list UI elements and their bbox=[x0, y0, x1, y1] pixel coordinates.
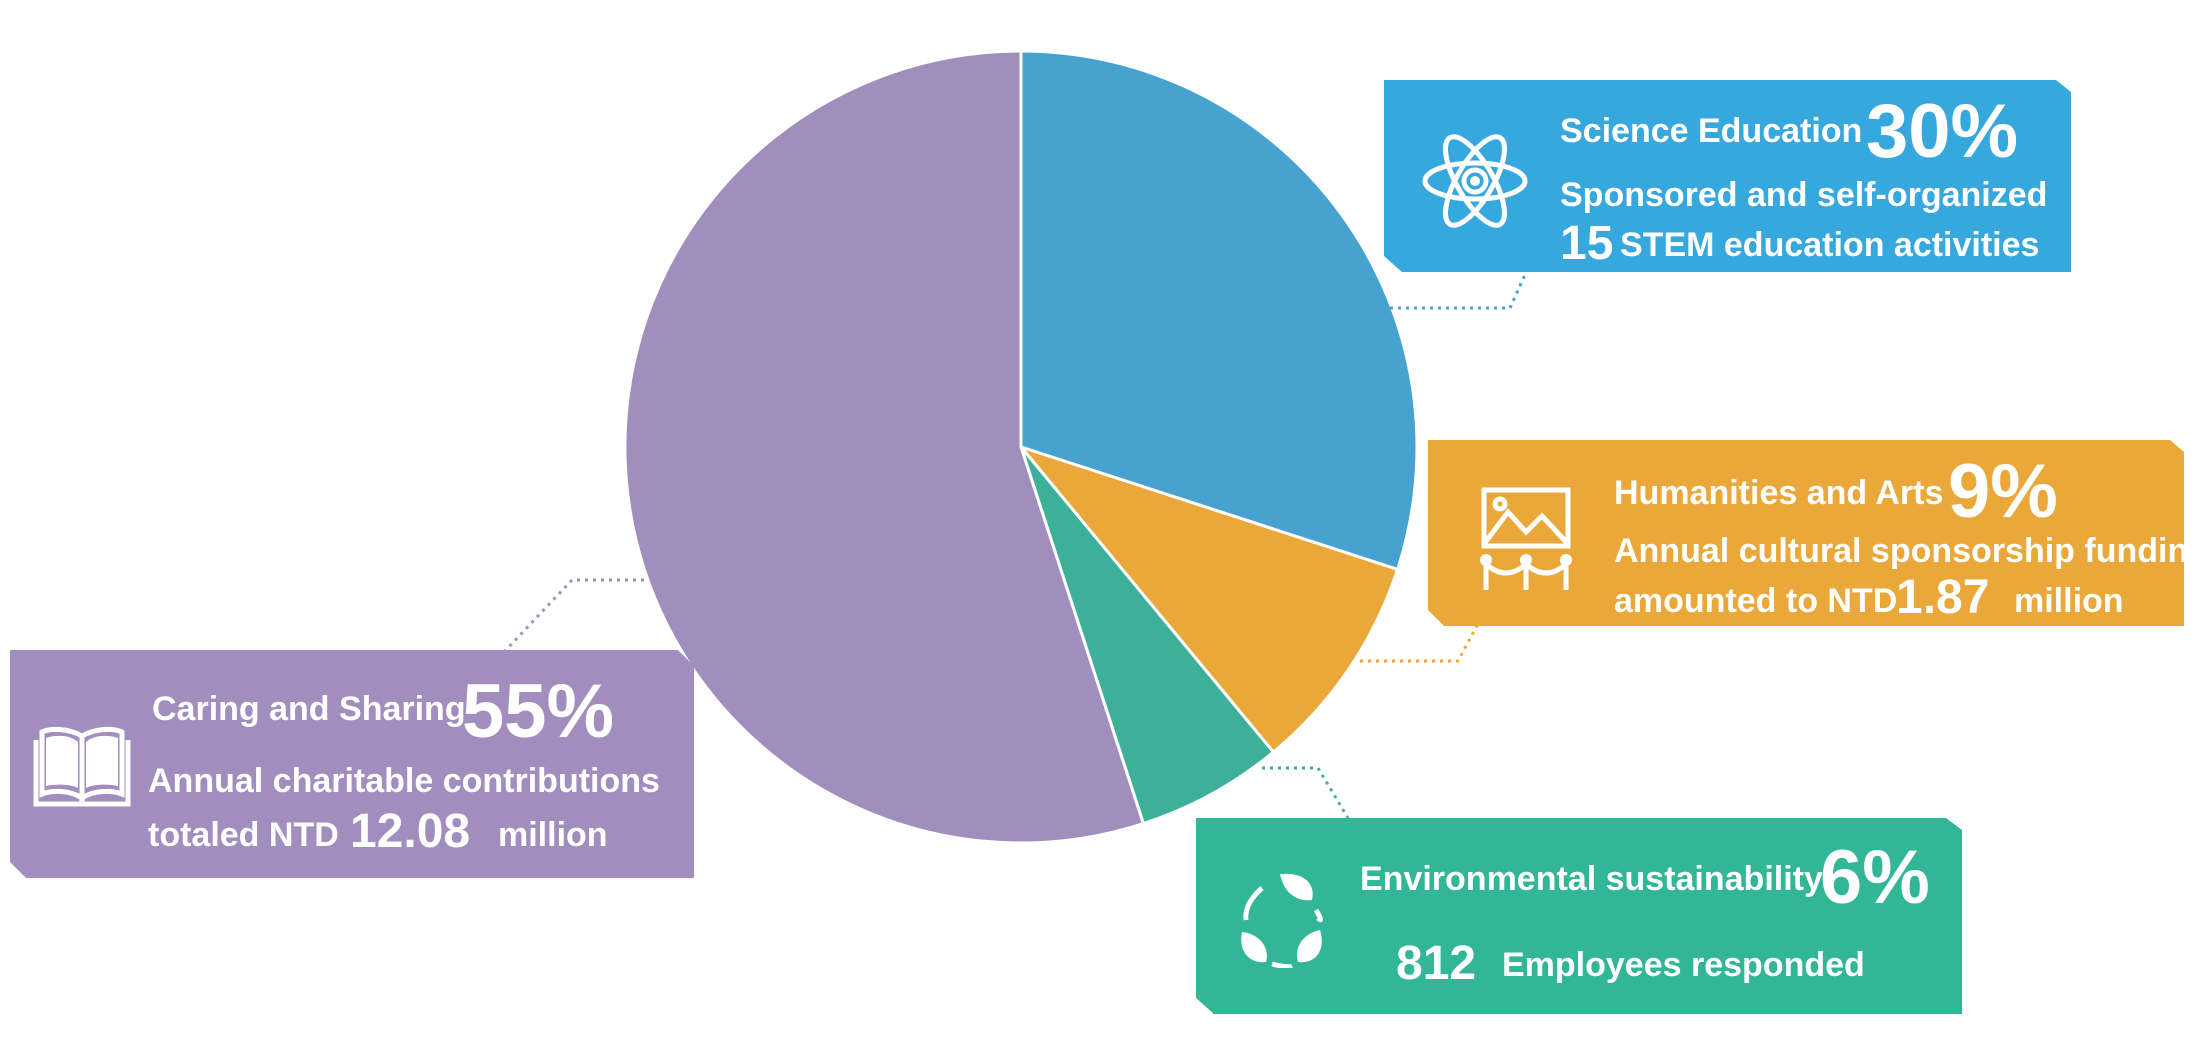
atom-icon bbox=[1422, 134, 1528, 228]
pie-slice-caring-and-sharing bbox=[623, 49, 1146, 845]
caring-percent: 55% bbox=[462, 669, 615, 754]
arts-line2-start: amounted to NTD bbox=[1614, 582, 1898, 620]
caring-card-bg bbox=[10, 650, 694, 878]
env-leader-line bbox=[1262, 766, 1350, 819]
arts-leader-line bbox=[1360, 619, 1482, 663]
science-line1: Sponsored and self-organized bbox=[1560, 176, 2048, 214]
open-book-icon bbox=[33, 726, 131, 807]
science-leader-line bbox=[1390, 267, 1530, 310]
arts-line2-end: million bbox=[2014, 582, 2124, 620]
env-title: Environmental sustainability bbox=[1360, 860, 1823, 898]
caring-card: Caring and Sharing 55% Annual charitable… bbox=[10, 650, 694, 878]
caring-line2-start: totaled NTD bbox=[148, 816, 339, 854]
env-percent: 6% bbox=[1820, 835, 1930, 920]
science-card-bg bbox=[1384, 80, 2071, 272]
caring-line1: Annual charitable contributions bbox=[148, 762, 660, 800]
env-number: 812 bbox=[1396, 937, 1477, 990]
pie-slice-environmental-sustainability bbox=[1019, 446, 1276, 826]
env-card-bg bbox=[1196, 818, 1962, 1014]
caring-number: 12.08 bbox=[350, 805, 471, 858]
gallery-icon bbox=[1480, 487, 1572, 590]
arts-number: 1.87 bbox=[1896, 571, 1990, 624]
science-title: Science Education bbox=[1560, 112, 1863, 150]
science-line2: STEM education activities bbox=[1620, 226, 2040, 264]
caring-line2-end: million bbox=[498, 816, 608, 854]
pie-slice-science-education bbox=[1019, 49, 1419, 572]
arts-card-bg bbox=[1428, 440, 2184, 626]
pie-slices bbox=[623, 49, 1419, 845]
env-card: Environmental sustainability 6% 812 Empl… bbox=[1196, 818, 1962, 1014]
arts-title: Humanities and Arts bbox=[1614, 474, 1944, 512]
science-percent: 30% bbox=[1866, 89, 2019, 174]
science-number: 15 bbox=[1560, 217, 1614, 270]
arts-line1: Annual cultural sponsorship funding bbox=[1614, 532, 2196, 570]
arts-card: Humanities and Arts 9% Annual cultural s… bbox=[1428, 440, 2196, 626]
env-line: Employees responded bbox=[1502, 946, 1865, 984]
science-card: Science Education 30% Sponsored and self… bbox=[1384, 80, 2071, 272]
caring-leader-line bbox=[502, 578, 644, 654]
pie-slice-humanities-and-arts bbox=[1016, 443, 1400, 755]
arts-percent: 9% bbox=[1948, 449, 2058, 534]
recycle-leaf-icon bbox=[1241, 873, 1324, 968]
caring-title: Caring and Sharing bbox=[152, 690, 466, 728]
